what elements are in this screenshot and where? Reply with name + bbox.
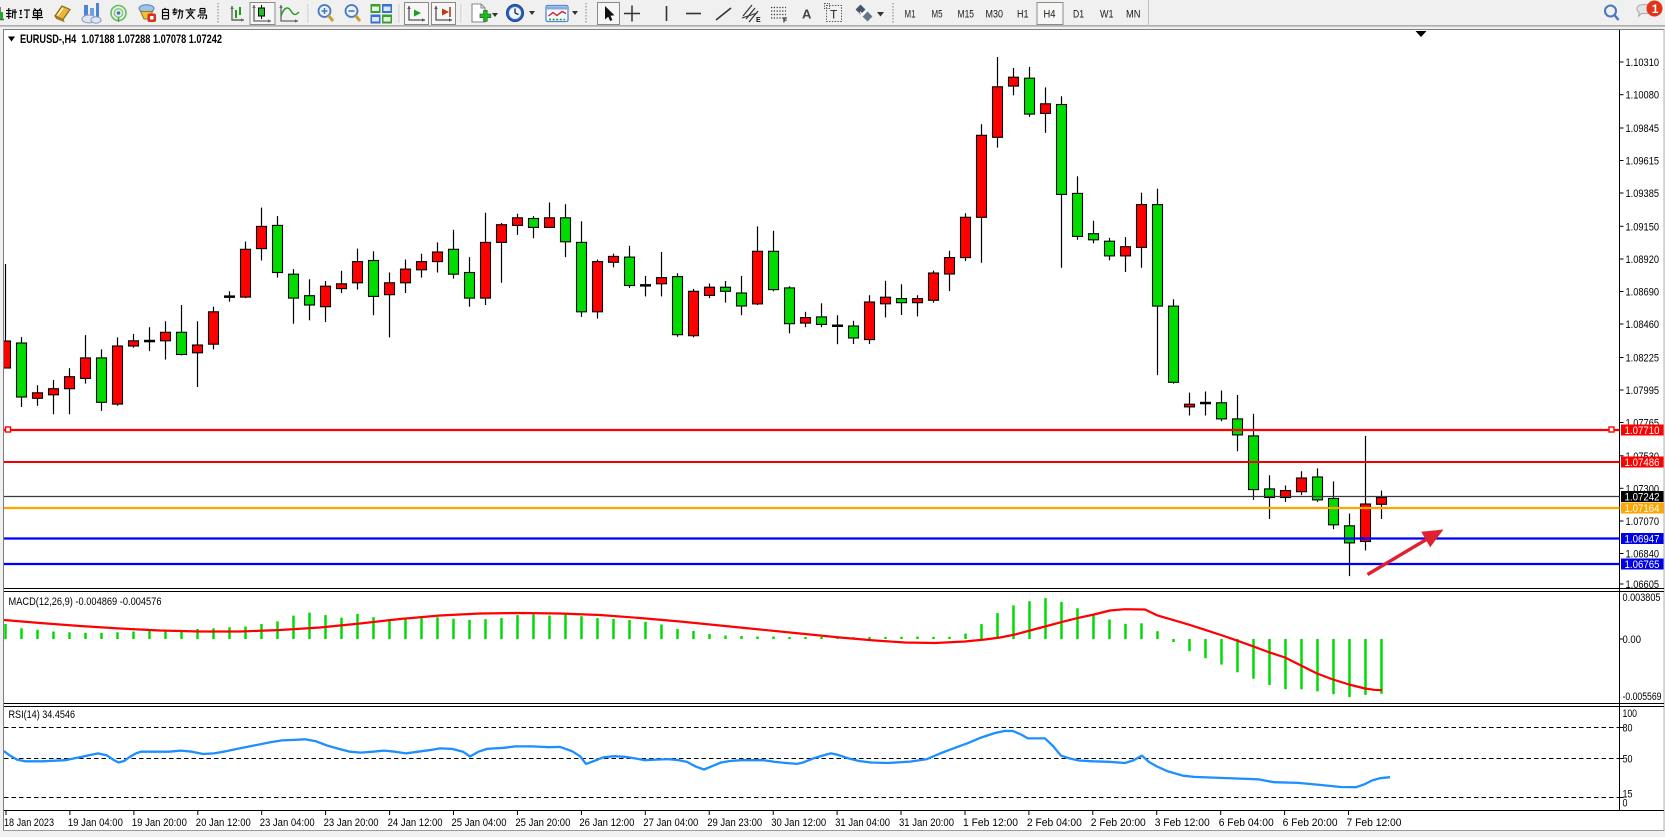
svg-text:50: 50 <box>1623 753 1633 765</box>
svg-text:1: 1 <box>1652 2 1659 16</box>
svg-text:H4: H4 <box>1044 8 1056 20</box>
svg-text:26 Jan 12:00: 26 Jan 12:00 <box>579 817 634 829</box>
svg-text:E: E <box>756 17 761 24</box>
svg-text:MACD(12,26,9) -0.004869 -0.004: MACD(12,26,9) -0.004869 -0.004576 <box>9 596 162 608</box>
svg-text:25 Jan 04:00: 25 Jan 04:00 <box>452 817 507 829</box>
svg-text:1.08225: 1.08225 <box>1626 353 1660 365</box>
svg-text:1.07710: 1.07710 <box>1625 425 1660 437</box>
svg-text:RSI(14) 34.4546: RSI(14) 34.4546 <box>9 709 76 721</box>
svg-text:1.07486: 1.07486 <box>1625 457 1660 469</box>
svg-text:1 Feb 12:00: 1 Feb 12:00 <box>963 817 1018 829</box>
svg-text:M5: M5 <box>932 8 943 20</box>
svg-text:3 Feb 12:00: 3 Feb 12:00 <box>1155 817 1210 829</box>
svg-text:1.10310: 1.10310 <box>1626 57 1660 69</box>
svg-text:1.08920: 1.08920 <box>1626 254 1660 266</box>
svg-text:27 Jan 04:00: 27 Jan 04:00 <box>643 817 698 829</box>
svg-text:1.09615: 1.09615 <box>1626 156 1660 168</box>
svg-text:1.10080: 1.10080 <box>1626 90 1660 102</box>
svg-text:30 Jan 12:00: 30 Jan 12:00 <box>771 817 826 829</box>
svg-text:7 Feb 12:00: 7 Feb 12:00 <box>1347 817 1402 829</box>
svg-text:1.06765: 1.06765 <box>1625 559 1660 571</box>
svg-text:20 Jan 12:00: 20 Jan 12:00 <box>196 817 251 829</box>
svg-text:H1: H1 <box>1017 8 1029 20</box>
svg-text:23 Jan 04:00: 23 Jan 04:00 <box>260 817 315 829</box>
svg-text:1.09150: 1.09150 <box>1626 221 1660 233</box>
svg-text:6 Feb 04:00: 6 Feb 04:00 <box>1219 817 1274 829</box>
svg-text:29 Jan 23:00: 29 Jan 23:00 <box>707 817 762 829</box>
svg-text:-0.005569: -0.005569 <box>1623 691 1662 703</box>
svg-text:18 Jan 2023: 18 Jan 2023 <box>4 817 54 829</box>
svg-text:1.09845: 1.09845 <box>1626 123 1660 135</box>
svg-text:1.09385: 1.09385 <box>1626 188 1660 200</box>
svg-text:23 Jan 20:00: 23 Jan 20:00 <box>324 817 379 829</box>
svg-text:19 Jan 20:00: 19 Jan 20:00 <box>132 817 187 829</box>
svg-text:1.06840: 1.06840 <box>1626 549 1660 561</box>
svg-text:A: A <box>802 7 812 22</box>
svg-text:F: F <box>783 18 788 25</box>
svg-text:31 Jan 20:00: 31 Jan 20:00 <box>899 817 954 829</box>
svg-text:T: T <box>830 8 838 22</box>
svg-text:EURUSD-,H4 1.07188 1.07288 1.: EURUSD-,H4 1.07188 1.07288 1.07078 1.072… <box>20 32 222 46</box>
svg-text:0.00: 0.00 <box>1623 634 1642 646</box>
svg-text:1.07164: 1.07164 <box>1625 503 1660 515</box>
svg-text:19 Jan 04:00: 19 Jan 04:00 <box>68 817 123 829</box>
svg-text:1.08690: 1.08690 <box>1626 287 1660 299</box>
svg-text:0: 0 <box>1623 797 1628 809</box>
svg-text:M15: M15 <box>958 8 975 20</box>
svg-text:100: 100 <box>1623 708 1638 720</box>
svg-text:15: 15 <box>1623 788 1633 800</box>
svg-text:2 Feb 20:00: 2 Feb 20:00 <box>1091 817 1146 829</box>
svg-text:W1: W1 <box>1100 8 1114 20</box>
svg-text:31 Jan 04:00: 31 Jan 04:00 <box>835 817 890 829</box>
svg-text:0.003805: 0.003805 <box>1623 592 1661 604</box>
svg-text:M30: M30 <box>986 8 1004 20</box>
svg-text:M1: M1 <box>905 8 916 20</box>
svg-text:6 Feb 20:00: 6 Feb 20:00 <box>1283 817 1338 829</box>
svg-text:1.08460: 1.08460 <box>1626 319 1660 331</box>
svg-text:1.07242: 1.07242 <box>1625 492 1660 504</box>
svg-text:1.07995: 1.07995 <box>1626 385 1660 397</box>
svg-text:80: 80 <box>1623 722 1633 734</box>
svg-text:D1: D1 <box>1073 8 1084 20</box>
svg-text:1.06947: 1.06947 <box>1625 534 1660 546</box>
svg-text:1.06605: 1.06605 <box>1626 579 1660 591</box>
svg-text:1.07070: 1.07070 <box>1626 516 1660 528</box>
svg-text:25 Jan 20:00: 25 Jan 20:00 <box>515 817 570 829</box>
svg-text:2 Feb 04:00: 2 Feb 04:00 <box>1027 817 1082 829</box>
svg-text:MN: MN <box>1126 8 1141 20</box>
svg-text:24 Jan 12:00: 24 Jan 12:00 <box>388 817 443 829</box>
